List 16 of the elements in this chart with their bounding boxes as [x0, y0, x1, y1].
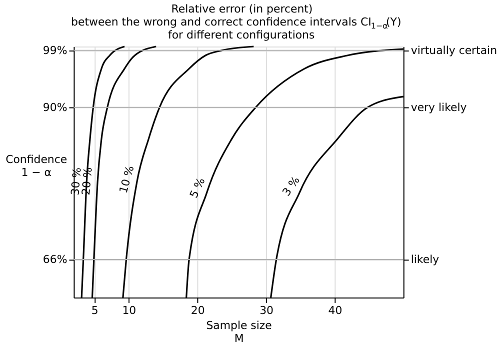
text: 3 % [280, 174, 302, 198]
text: 5 % [187, 176, 208, 200]
x-tick-label: 40 [328, 304, 342, 317]
x-tick-label: 10 [122, 304, 136, 317]
ref-line-label: likely [410, 252, 440, 266]
y-tick-label: 99% [42, 44, 68, 57]
x-axis-title: Sample size M [206, 318, 272, 345]
ref-line-label: very likely [410, 100, 468, 114]
y-tick-label: 90% [42, 100, 68, 114]
x-tick-label: 20 [190, 304, 205, 317]
x-tick-label: 5 [91, 304, 98, 317]
x-tick-label: 30 [260, 304, 274, 317]
ref-line-label: virtually certain [410, 44, 498, 57]
y-axis-title: Confidence 1 − α [6, 152, 68, 179]
y-tick-label: 66% [42, 252, 68, 266]
text: 10 % [116, 164, 137, 195]
